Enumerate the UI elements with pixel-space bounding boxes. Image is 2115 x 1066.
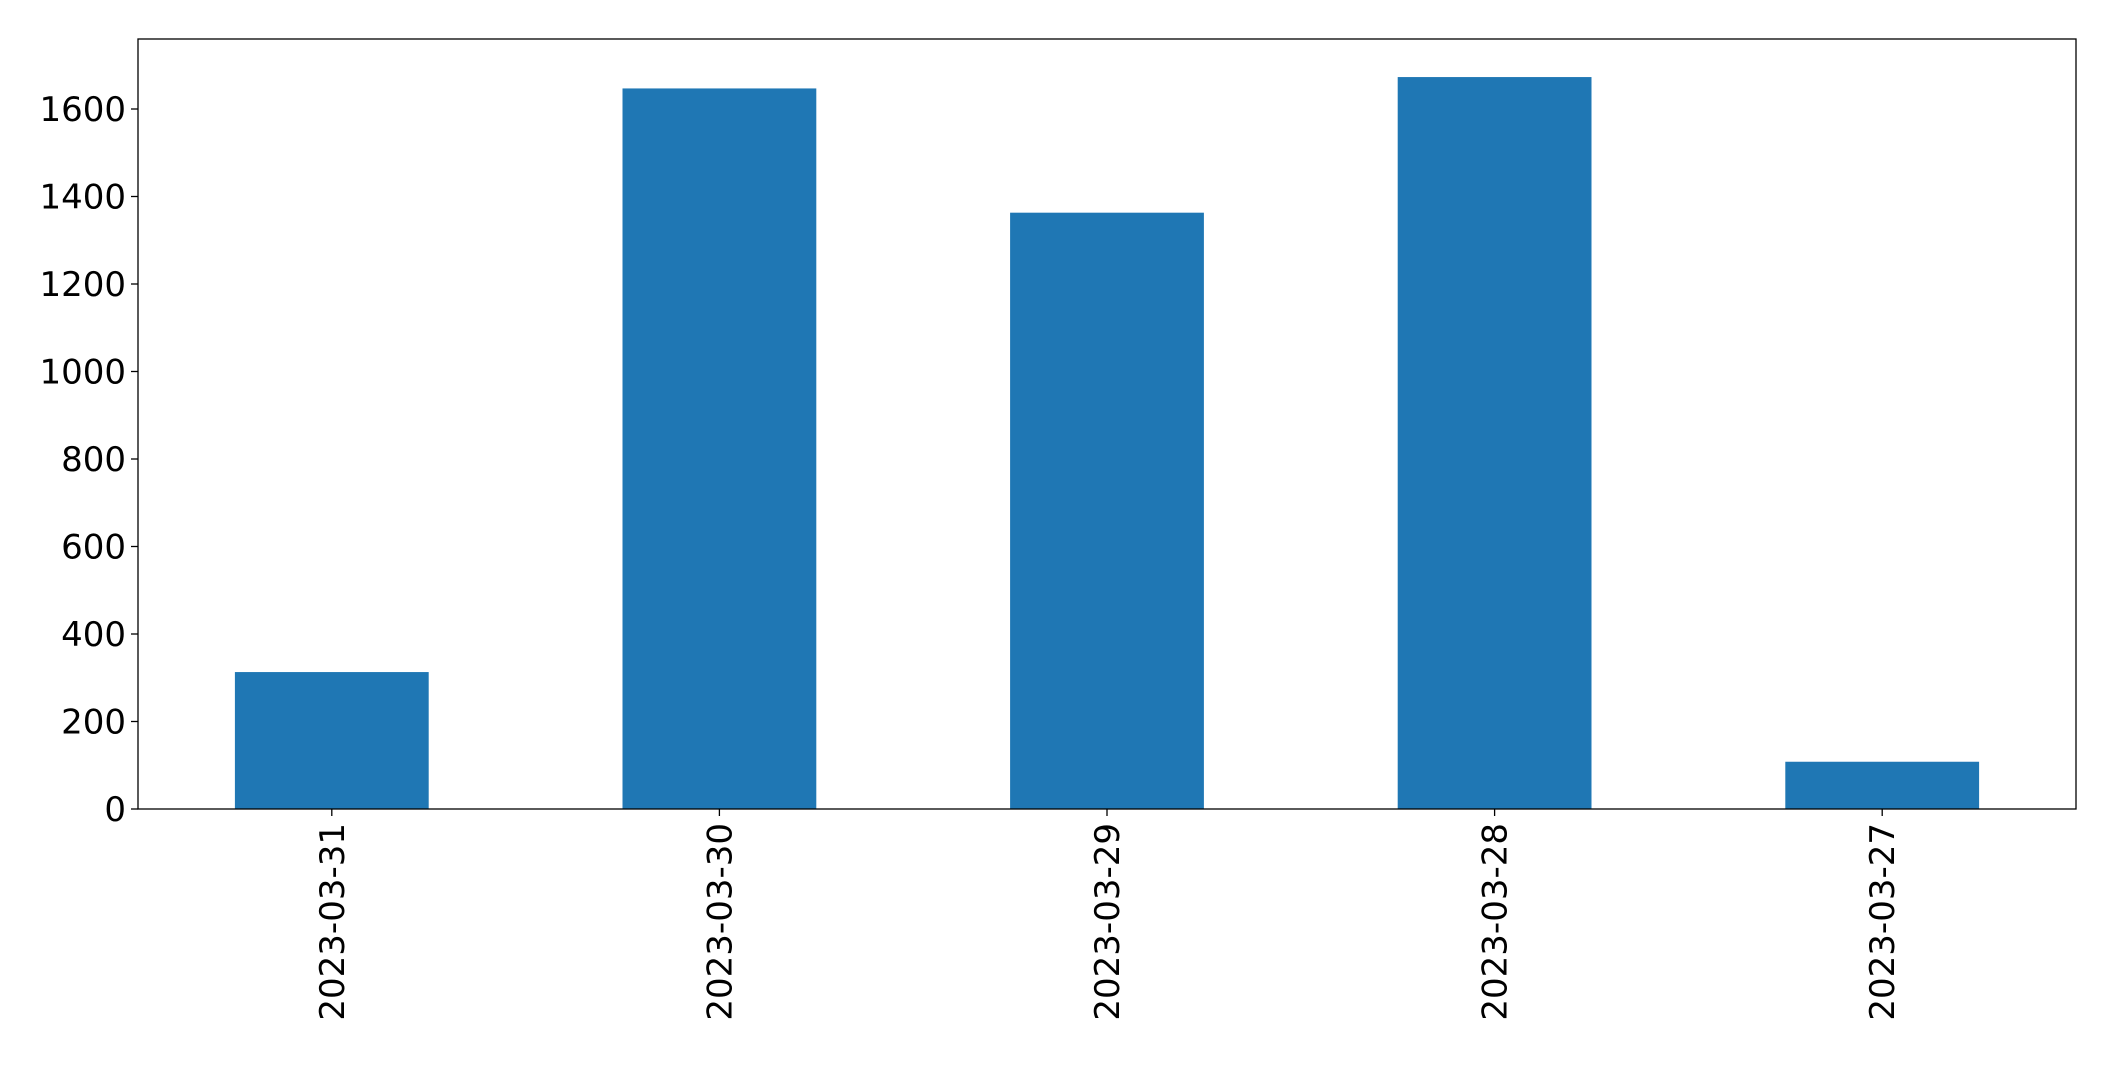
y-tick-label: 0 bbox=[104, 790, 126, 830]
x-tick-label: 2023-03-27 bbox=[1863, 823, 1903, 1021]
x-tick-label: 2023-03-28 bbox=[1476, 823, 1516, 1021]
bar-2023-03-31 bbox=[234, 672, 429, 809]
plot-frame bbox=[137, 38, 2077, 810]
bar-2023-03-29 bbox=[1010, 212, 1204, 809]
bar-2023-03-28 bbox=[1397, 77, 1592, 809]
y-tick-label: 1000 bbox=[39, 353, 126, 393]
y-tick-label: 1600 bbox=[39, 90, 126, 130]
x-tick-label: 2023-03-29 bbox=[1088, 823, 1128, 1021]
x-axis: 2023-03-31 2023-03-30 2023-03-29 2023-03-28… bbox=[313, 809, 1903, 1021]
y-tick-label: 600 bbox=[61, 528, 126, 568]
y-tick-label: 1200 bbox=[39, 265, 126, 305]
y-tick-label: 1400 bbox=[39, 178, 126, 218]
bars bbox=[234, 77, 1980, 809]
y-tick-label: 800 bbox=[61, 440, 126, 480]
y-tick-label: 200 bbox=[61, 703, 126, 743]
y-tick-label: 400 bbox=[61, 615, 126, 655]
x-tick-label: 2023-03-30 bbox=[700, 823, 740, 1021]
bar-2023-03-30 bbox=[622, 88, 817, 809]
y-axis: 0 200 400 600 800 1000 1200 1400 1600 bbox=[39, 90, 138, 830]
bar-2023-03-27 bbox=[1785, 761, 1980, 809]
x-tick-label: 2023-03-31 bbox=[313, 823, 353, 1021]
